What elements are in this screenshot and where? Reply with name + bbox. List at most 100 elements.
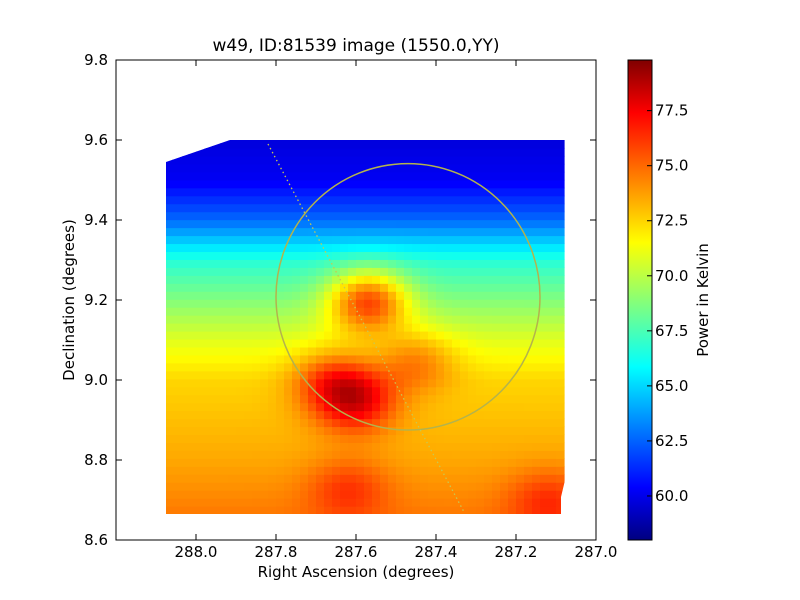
heatmap-cell bbox=[332, 227, 341, 237]
heatmap-cell bbox=[388, 458, 397, 467]
heatmap-cell bbox=[396, 283, 405, 292]
heatmap-cell bbox=[260, 506, 269, 514]
heatmap-cell bbox=[532, 354, 541, 364]
heatmap-cell bbox=[556, 378, 565, 388]
heatmap-cell bbox=[540, 243, 549, 253]
heatmap-cell bbox=[420, 147, 429, 157]
heatmap-cell bbox=[268, 163, 277, 173]
heatmap-cell bbox=[532, 362, 541, 372]
heatmap-cell bbox=[436, 227, 445, 237]
heatmap-cell bbox=[212, 386, 221, 396]
heatmap-cell bbox=[324, 171, 333, 181]
heatmap-cell bbox=[268, 498, 277, 507]
heatmap-cell bbox=[396, 140, 405, 149]
heatmap-cell bbox=[260, 187, 269, 197]
heatmap-cell bbox=[532, 370, 541, 380]
heatmap-cell bbox=[332, 386, 341, 396]
heatmap-cell bbox=[404, 259, 413, 268]
heatmap-cell bbox=[476, 482, 485, 491]
heatmap-cell bbox=[348, 259, 357, 268]
heatmap-cell bbox=[444, 474, 453, 483]
heatmap-cell bbox=[284, 362, 293, 372]
heatmap-cell bbox=[484, 291, 493, 300]
heatmap-cell bbox=[244, 426, 253, 436]
heatmap-cell bbox=[260, 354, 269, 364]
heatmap-cell bbox=[308, 195, 317, 205]
heatmap-cell bbox=[500, 315, 509, 324]
heatmap-cell bbox=[476, 275, 485, 284]
heatmap-cell bbox=[166, 179, 173, 189]
heatmap-cell bbox=[524, 458, 533, 467]
heatmap-cell bbox=[476, 330, 485, 340]
heatmap-cell bbox=[220, 410, 229, 420]
heatmap-cell bbox=[492, 402, 501, 412]
heatmap-cell bbox=[468, 219, 477, 229]
heatmap-cell bbox=[484, 171, 493, 181]
heatmap-cell bbox=[412, 394, 421, 404]
heatmap-cell bbox=[292, 251, 301, 260]
heatmap-cell bbox=[492, 275, 501, 284]
heatmap-cell bbox=[196, 482, 205, 491]
heatmap-cell bbox=[300, 203, 309, 213]
heatmap-cell bbox=[236, 330, 245, 340]
heatmap-cell bbox=[500, 323, 509, 332]
heatmap-cell bbox=[236, 450, 245, 459]
heatmap-cell bbox=[532, 330, 541, 340]
heatmap-cell bbox=[166, 466, 173, 475]
heatmap-cell bbox=[388, 466, 397, 475]
heatmap-cell bbox=[166, 434, 173, 443]
heatmap-cell bbox=[468, 450, 477, 459]
heatmap-cell bbox=[268, 203, 277, 213]
heatmap-cell bbox=[212, 330, 221, 340]
y-axis-label: Declination (degrees) bbox=[60, 219, 78, 381]
heatmap-cell bbox=[212, 378, 221, 388]
heatmap-cell bbox=[276, 378, 285, 388]
heatmap-cell bbox=[380, 346, 389, 356]
heatmap-cell bbox=[220, 195, 229, 205]
heatmap-cell bbox=[268, 267, 277, 276]
heatmap-cell bbox=[340, 370, 349, 380]
heatmap-cell bbox=[228, 474, 237, 483]
heatmap-cell bbox=[212, 251, 221, 260]
heatmap-cell bbox=[468, 267, 477, 276]
heatmap-cell bbox=[460, 323, 469, 332]
heatmap-cell bbox=[228, 506, 237, 514]
heatmap-cell bbox=[468, 195, 477, 205]
heatmap-cell bbox=[180, 235, 189, 245]
heatmap-cell bbox=[396, 338, 405, 348]
heatmap-cell bbox=[324, 227, 333, 237]
heatmap-cell bbox=[476, 235, 485, 245]
scan-line bbox=[267, 143, 465, 513]
heatmap-cell bbox=[372, 434, 381, 443]
heatmap-cell bbox=[236, 187, 245, 197]
heatmap-cell bbox=[236, 402, 245, 412]
heatmap-cell bbox=[284, 140, 293, 149]
heatmap-cell bbox=[412, 474, 421, 483]
heatmap-cell bbox=[212, 291, 221, 300]
heatmap-cell bbox=[172, 179, 181, 189]
heatmap-cell bbox=[340, 482, 349, 491]
heatmap-cell bbox=[508, 418, 517, 428]
heatmap-cell bbox=[340, 259, 349, 268]
heatmap-cell bbox=[204, 171, 213, 181]
heatmap-cell bbox=[260, 323, 269, 332]
heatmap-cell bbox=[396, 482, 405, 491]
heatmap-cell bbox=[436, 195, 445, 205]
heatmap-cell bbox=[548, 267, 557, 276]
heatmap-cell bbox=[188, 203, 197, 213]
heatmap-cell bbox=[228, 346, 237, 356]
heatmap-cell bbox=[388, 140, 397, 149]
heatmap-cell bbox=[340, 155, 349, 165]
heatmap-cell bbox=[244, 219, 253, 229]
heatmap-cell bbox=[332, 315, 341, 324]
heatmap-cell bbox=[516, 275, 525, 284]
heatmap-cell bbox=[436, 354, 445, 364]
heatmap-cell bbox=[484, 323, 493, 332]
heatmap-cell bbox=[492, 418, 501, 428]
heatmap-cell bbox=[316, 235, 325, 245]
heatmap-cell bbox=[180, 442, 189, 451]
heatmap-cell bbox=[268, 346, 277, 356]
heatmap-cell bbox=[284, 187, 293, 197]
heatmap-cell bbox=[508, 410, 517, 420]
heatmap-cell bbox=[356, 434, 365, 443]
